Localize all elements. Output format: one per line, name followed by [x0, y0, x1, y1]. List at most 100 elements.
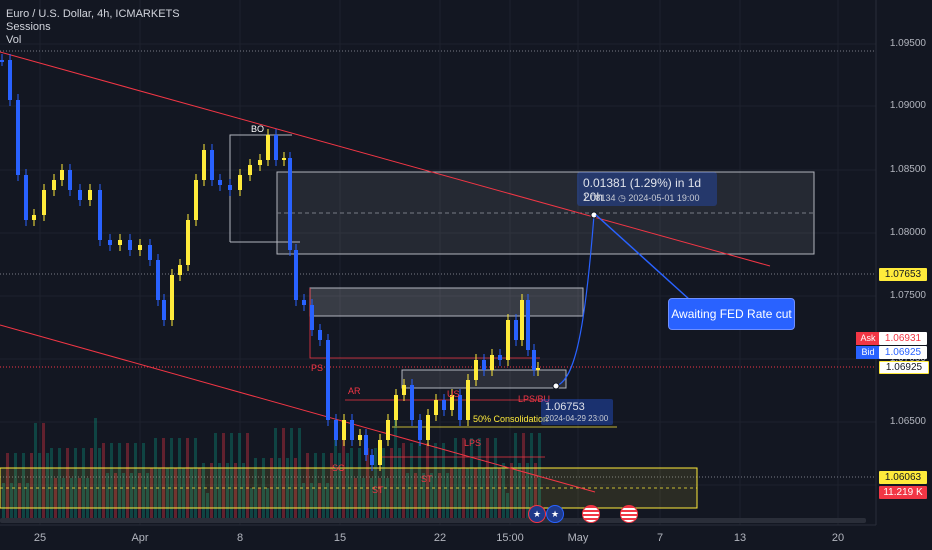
candle-body	[118, 240, 122, 245]
candle-body	[210, 150, 214, 180]
candle-body	[490, 355, 494, 370]
time-axis-label: Apr	[131, 532, 149, 544]
ps-label: PS	[311, 363, 324, 373]
volume-bar	[398, 448, 401, 518]
candle-body	[248, 165, 252, 175]
us-flag-icon[interactable]	[582, 505, 600, 523]
bid-label: Bid	[856, 346, 880, 359]
volume-bar	[522, 433, 525, 518]
callout-pointer	[595, 214, 691, 301]
level-high-tag: 1.07653	[879, 268, 927, 281]
volume-bar	[202, 463, 205, 518]
st-label: ST	[421, 474, 433, 484]
candle-body	[498, 355, 502, 360]
candle-body	[138, 245, 142, 250]
volume-bar	[478, 438, 481, 518]
candle-body	[364, 435, 368, 455]
volume-bar	[146, 473, 149, 518]
volume-bar	[502, 463, 505, 518]
volume-bar	[274, 428, 277, 518]
candle-body	[108, 240, 112, 245]
volume-bar	[510, 463, 513, 518]
volume-bar	[122, 473, 125, 518]
upper-trendline	[0, 51, 771, 267]
ask-label: Ask	[856, 332, 880, 345]
volume-bar	[426, 443, 429, 518]
volume-bar	[18, 483, 21, 518]
volume-bar	[506, 493, 509, 518]
candle-body	[170, 275, 174, 320]
volume-bar	[518, 463, 521, 518]
indicator-vol[interactable]: Vol	[6, 34, 22, 46]
volume-bar	[90, 448, 93, 518]
volume-bar	[374, 448, 377, 518]
volume-bar	[166, 468, 169, 518]
volume-bar	[118, 443, 121, 518]
crosshair-price: 1.06753	[545, 401, 585, 413]
volume-bar	[362, 478, 365, 518]
volume-bar	[186, 438, 189, 518]
us-flag-icon[interactable]	[620, 505, 638, 523]
volume-bar	[42, 423, 45, 518]
volume-bar	[422, 473, 425, 518]
volume-bar	[106, 473, 109, 518]
candle-body	[258, 160, 262, 165]
time-axis-label: 7	[656, 532, 664, 544]
candle-body	[202, 150, 206, 180]
candle-body	[450, 395, 454, 410]
volume-bar	[386, 478, 389, 518]
volume-bar	[198, 468, 201, 518]
volume-bar	[330, 453, 333, 518]
volume-bar	[358, 448, 361, 518]
time-axis-label: 22	[433, 532, 447, 544]
candle-body	[42, 190, 46, 215]
volume-bar	[438, 473, 441, 518]
volume-bar	[34, 423, 37, 518]
volume-bar	[138, 473, 141, 518]
volume-bar	[310, 483, 313, 518]
candle-body	[474, 360, 478, 380]
candle-body	[78, 190, 82, 200]
symbol-title[interactable]: Euro / U.S. Dollar, 4h, ICMARKETS	[6, 8, 180, 20]
lower-trendline	[0, 324, 596, 493]
volume-bar	[230, 433, 233, 518]
volume-bar	[458, 468, 461, 518]
volume-bar	[194, 438, 197, 518]
eu-flag-icon[interactable]: ★	[528, 505, 546, 523]
indicator-sessions[interactable]: Sessions	[6, 21, 51, 33]
candle-body	[178, 265, 182, 275]
measure-target: 1.08134 ◷ 2024-05-01 19:00	[583, 193, 700, 203]
volume-bar	[390, 448, 393, 518]
volume-bar	[66, 448, 69, 518]
eu-flag-icon[interactable]: ★	[546, 505, 564, 523]
volume-bar	[62, 478, 65, 518]
volume-bar	[102, 443, 105, 518]
candle-body	[52, 180, 56, 190]
volume-bar	[382, 448, 385, 518]
candle-body	[32, 215, 36, 220]
volume-bar	[306, 453, 309, 518]
volume-bar	[322, 453, 325, 518]
candle-body	[266, 135, 270, 160]
fed-callout[interactable]: Awaiting FED Rate cut	[668, 298, 795, 330]
volume-bar	[442, 443, 445, 518]
sc-label: SC	[332, 463, 345, 473]
bo-structure	[229, 134, 292, 242]
volume-bar	[98, 448, 101, 518]
candle-body	[288, 158, 292, 250]
candle-body	[350, 420, 354, 440]
candle-body	[466, 380, 470, 420]
ask-price-tag: 1.06931	[879, 332, 927, 345]
us-label: US	[447, 389, 460, 399]
candle-body	[218, 180, 222, 185]
ar-label: AR	[348, 386, 361, 396]
volume-bar	[242, 463, 245, 518]
measure-tool-box[interactable]: 0.01381 (1.29%) in 1d 20h 1.08134 ◷ 2024…	[577, 172, 717, 206]
scrollbar	[0, 518, 866, 523]
candle-body	[506, 320, 510, 360]
crosshair-time: 2024-04-29 23:00	[545, 414, 609, 423]
volume-bar	[158, 468, 161, 518]
candle-body	[394, 395, 398, 420]
candle-body	[0, 60, 4, 62]
